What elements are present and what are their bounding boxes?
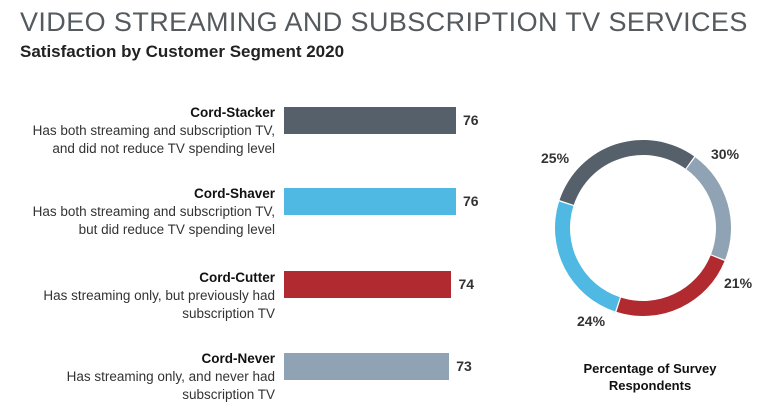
bar-value-label: 76 [463, 112, 479, 128]
page-title: VIDEO STREAMING AND SUBSCRIPTION TV SERV… [20, 7, 748, 37]
segment-label-cord-never: Cord-Never Has streaming only, and never … [67, 350, 275, 404]
segment-name: Cord-Never [201, 351, 275, 366]
donut-slice-cord-stacker [559, 140, 695, 205]
segment-label-cord-cutter: Cord-Cutter Has streaming only, but previ… [43, 269, 275, 323]
segment-description: and did not reduce TV spending level [52, 141, 275, 156]
segment-description: Has streaming only, but previously had [43, 288, 275, 303]
donut-svg [555, 140, 731, 316]
segment-description: Has both streaming and subscription TV, [32, 123, 275, 138]
donut-caption: Percentage of Survey Respondents [555, 360, 745, 394]
donut-caption-line-1: Percentage of Survey [583, 361, 717, 376]
segment-description: Has both streaming and subscription TV, [32, 204, 275, 219]
donut-chart [553, 138, 733, 318]
donut-slice-label: 21% [724, 275, 753, 291]
bar-cord-shaver [284, 188, 456, 215]
donut-slice-cord-never [686, 157, 731, 260]
donut-slice-label: 25% [541, 150, 570, 166]
segment-name: Cord-Stacker [190, 105, 275, 120]
segment-description: subscription TV [182, 387, 275, 402]
bar-value-label: 76 [463, 193, 479, 209]
segment-name: Cord-Cutter [199, 270, 275, 285]
segment-description: subscription TV [182, 306, 275, 321]
donut-caption-line-2: Respondents [608, 378, 692, 393]
donut-slice-label: 24% [577, 313, 606, 329]
bar-cord-never [284, 353, 450, 380]
page-subtitle: Satisfaction by Customer Segment 2020 [20, 42, 345, 61]
bar-cord-cutter [284, 271, 452, 298]
segment-description: but did reduce TV spending level [78, 222, 275, 237]
segment-name: Cord-Shaver [193, 186, 275, 201]
donut-slice-cord-cutter [616, 255, 725, 316]
segment-description: Has streaming only, and never had [66, 369, 275, 384]
donut-slice-cord-shaver [555, 201, 620, 312]
bar-value-label: 74 [458, 276, 475, 292]
segment-label-cord-shaver: Cord-Shaver Has both streaming and subscr… [33, 185, 275, 239]
bar-value-label: 73 [456, 358, 472, 374]
donut-slice-label: 30% [711, 146, 740, 162]
segment-label-cord-stacker: Cord-Stacker Has both streaming and subsc… [33, 104, 275, 158]
bar-cord-stacker [284, 107, 456, 134]
